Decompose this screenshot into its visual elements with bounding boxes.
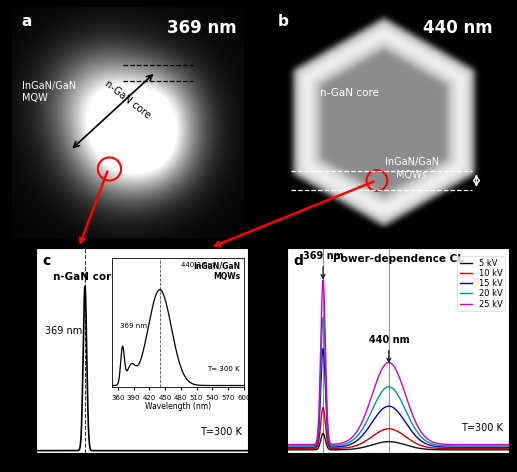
Text: d: d <box>294 254 303 268</box>
20 kV <box>500 443 506 449</box>
15 kV <box>506 444 512 450</box>
20 kV <box>506 443 512 449</box>
Line: 5 kV: 5 kV <box>287 433 509 450</box>
Line: 20 kV: 20 kV <box>287 318 509 446</box>
15 kV <box>392 406 398 412</box>
Text: 440 nm: 440 nm <box>423 18 493 37</box>
Text: 369 nm: 369 nm <box>44 326 82 336</box>
15 kV <box>500 444 506 450</box>
Line: 25 kV: 25 kV <box>287 280 509 445</box>
25 kV <box>500 442 506 447</box>
Text: InGaN/GaN
MQW: InGaN/GaN MQW <box>22 81 75 103</box>
25 kV <box>392 365 398 371</box>
20 kV <box>284 443 290 449</box>
5 kV <box>320 430 326 436</box>
Text: T=300 K: T=300 K <box>200 427 242 437</box>
5 kV <box>500 447 506 453</box>
Text: b: b <box>278 14 288 29</box>
15 kV <box>386 403 392 409</box>
25 kV <box>295 442 301 447</box>
5 kV <box>284 447 290 453</box>
25 kV <box>386 360 392 365</box>
15 kV <box>295 444 301 450</box>
20 kV <box>392 388 398 394</box>
10 kV <box>392 427 398 433</box>
Text: n-GaN core: n-GaN core <box>103 79 153 120</box>
10 kV <box>500 446 506 451</box>
5 kV <box>295 447 301 453</box>
20 kV <box>386 384 392 389</box>
5 kV <box>506 447 512 453</box>
Line: 10 kV: 10 kV <box>287 407 509 448</box>
25 kV <box>459 442 465 447</box>
10 kV <box>284 446 290 451</box>
Y-axis label: CL intensity (arb.units): CL intensity (arb.units) <box>24 298 34 403</box>
5 kV <box>392 439 398 445</box>
10 kV <box>459 446 465 451</box>
Line: 15 kV: 15 kV <box>287 349 509 447</box>
Text: T=300 K: T=300 K <box>461 422 503 432</box>
15 kV <box>320 346 326 352</box>
5 kV <box>459 447 465 453</box>
10 kV <box>320 405 326 410</box>
10 kV <box>386 426 392 432</box>
5 kV <box>386 439 392 445</box>
25 kV <box>506 442 512 447</box>
25 kV <box>320 278 326 283</box>
20 kV <box>459 443 465 449</box>
5 kV <box>500 447 506 453</box>
Text: Power-dependence CL: Power-dependence CL <box>332 254 464 264</box>
Text: c: c <box>42 254 51 268</box>
Text: InGaN/GaN
MQWs: InGaN/GaN MQWs <box>385 158 439 180</box>
20 kV <box>295 443 301 449</box>
Text: n-GaN core: n-GaN core <box>53 272 118 282</box>
Text: n-GaN core: n-GaN core <box>320 88 378 98</box>
10 kV <box>500 446 506 451</box>
20 kV <box>320 315 326 320</box>
Legend: 5 kV, 10 kV, 15 kV, 20 kV, 25 kV: 5 kV, 10 kV, 15 kV, 20 kV, 25 kV <box>457 256 505 311</box>
Text: a: a <box>22 14 32 29</box>
Text: 369 nm: 369 nm <box>303 251 343 278</box>
Text: 440 nm: 440 nm <box>369 335 409 362</box>
Y-axis label: CL intensity (arb.units): CL intensity (arb.units) <box>275 298 284 403</box>
10 kV <box>295 446 301 451</box>
Text: 369 nm: 369 nm <box>167 18 237 37</box>
25 kV <box>284 442 290 447</box>
15 kV <box>459 444 465 450</box>
10 kV <box>506 446 512 451</box>
15 kV <box>284 444 290 450</box>
20 kV <box>500 443 506 449</box>
25 kV <box>500 442 506 447</box>
15 kV <box>500 444 506 450</box>
